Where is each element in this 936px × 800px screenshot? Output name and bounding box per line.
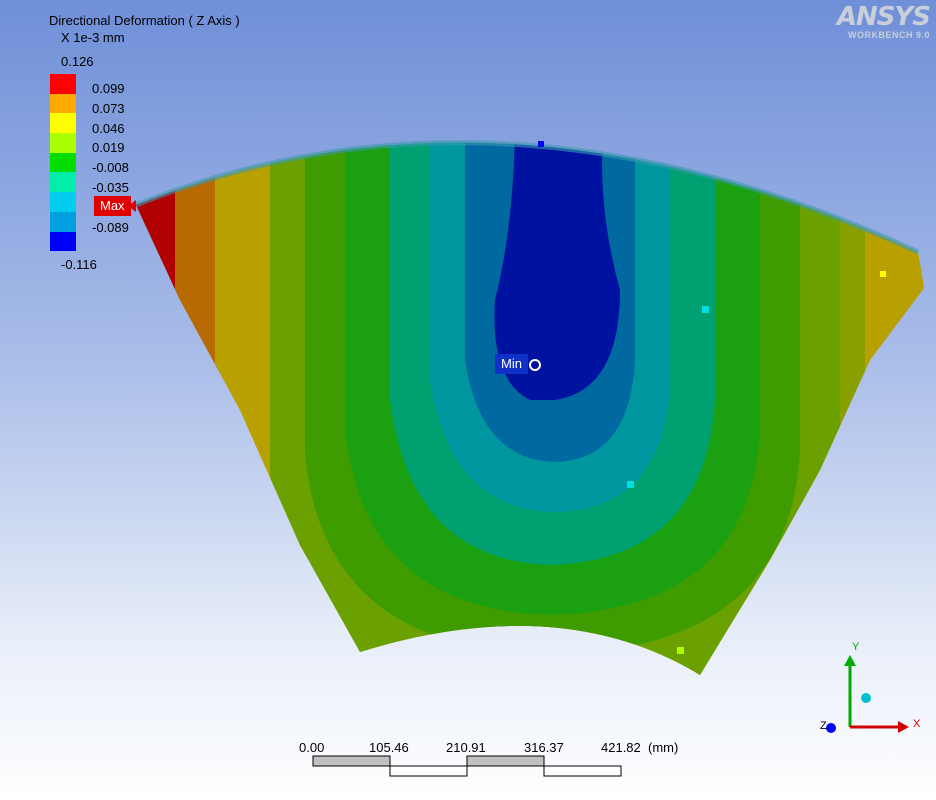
scale-tick-label: 421.82: [601, 740, 641, 755]
legend-swatch: [50, 74, 76, 94]
logo-product: WORKBENCH 9.0: [847, 30, 930, 40]
legend-swatch: [50, 152, 76, 173]
triad-x-label: X: [913, 718, 921, 730]
legend-label: 0.099: [92, 81, 125, 96]
legend-label: 0.046: [92, 121, 125, 136]
legend-title: Directional Deformation ( Z Axis ): [49, 13, 240, 28]
legend-swatch: [50, 211, 76, 232]
scale-tick-label: 0.00: [299, 740, 325, 755]
legend-label: 0.073: [92, 101, 125, 116]
contour-band: [494, 142, 620, 400]
legend-label: -0.035: [92, 180, 129, 195]
axis-triad[interactable]: [826, 655, 909, 733]
legend-label: -0.008: [92, 160, 129, 175]
ansys-logo: ANSYS WORKBENCH 9.0: [836, 2, 931, 40]
legend-swatch: [50, 93, 76, 114]
triad-z-label: Z: [820, 720, 827, 732]
scale-unit: (mm): [648, 740, 679, 755]
node-marker: [677, 647, 684, 654]
min-probe-icon: [529, 359, 541, 371]
legend-swatch: [50, 172, 76, 193]
triad-y-label: Y: [852, 641, 860, 653]
scale-tick-label: 316.37: [524, 740, 564, 755]
node-marker: [538, 141, 544, 147]
node-marker: [880, 271, 886, 277]
contour-band: [860, 142, 924, 675]
legend-swatch: [50, 192, 76, 212]
node-marker: [702, 306, 709, 313]
max-probe-label: Max: [94, 196, 131, 216]
scale-tick-label: 210.91: [446, 740, 486, 755]
scale-tick-label: 105.46: [369, 740, 409, 755]
max-pointer-icon: [128, 200, 136, 212]
node-marker: [627, 481, 634, 488]
model-edge: [135, 140, 920, 255]
legend-swatch: [50, 113, 76, 134]
legend-min-value: -0.116: [61, 257, 97, 272]
legend-max-value: 0.126: [61, 54, 94, 69]
legend-color-bar: [50, 74, 76, 252]
legend-label: 0.019: [92, 140, 125, 155]
logo-brand: ANSYS: [836, 2, 931, 32]
min-probe-label: Min: [495, 354, 528, 374]
legend-swatch: [50, 133, 76, 153]
scale-bar: [312, 755, 622, 777]
legend-swatch: [50, 231, 76, 252]
legend-units: X 1e-3 mm: [61, 30, 125, 45]
legend-label: -0.089: [92, 220, 129, 235]
